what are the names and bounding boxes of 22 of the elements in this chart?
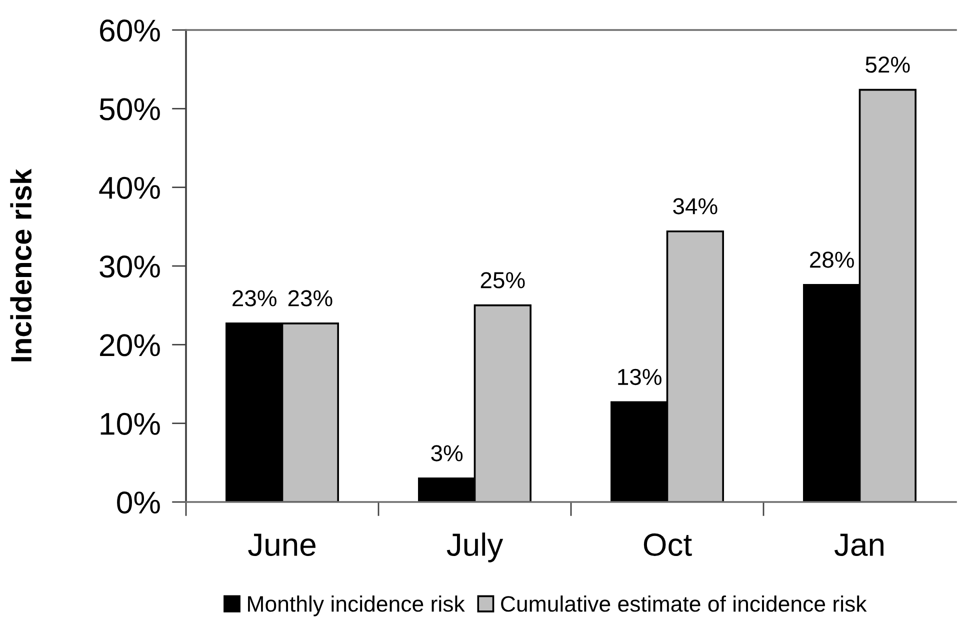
y-tick-label: 20% bbox=[100, 334, 160, 356]
data-label: 13% bbox=[618, 368, 662, 386]
x-tick-label: July bbox=[446, 532, 504, 562]
data-label: 28% bbox=[810, 252, 854, 268]
y-axis-title: Incidence risk bbox=[10, 168, 32, 362]
y-tick-label: 10% bbox=[100, 412, 160, 435]
data-label: 3% bbox=[431, 445, 463, 462]
y-tick-label: 40% bbox=[99, 176, 160, 199]
data-label: 23% bbox=[232, 290, 276, 306]
y-tick-label: 60% bbox=[100, 20, 160, 42]
y-tick-label: 30% bbox=[100, 256, 160, 278]
x-tick-label: Oct bbox=[644, 533, 692, 556]
data-label: 25% bbox=[480, 272, 525, 288]
y-tick-label: 0% bbox=[117, 492, 160, 514]
legend-label: Cumulative estimate of incidence risk bbox=[501, 595, 867, 612]
data-label: 23% bbox=[288, 290, 332, 306]
y-tick-label: 50% bbox=[100, 98, 160, 120]
data-label: 34% bbox=[673, 198, 718, 214]
x-tick-label: Jan bbox=[834, 534, 884, 556]
legend-label: Monthly incidence risk bbox=[248, 595, 465, 616]
data-label: 52% bbox=[866, 56, 910, 73]
x-tick-label: June bbox=[248, 534, 316, 556]
